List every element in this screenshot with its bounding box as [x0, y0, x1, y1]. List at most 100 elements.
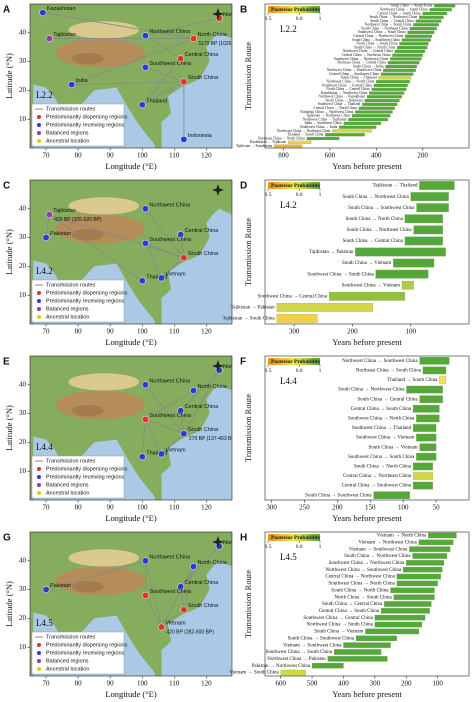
x-tick-label: 50 — [433, 504, 441, 512]
region-label: South China — [188, 603, 219, 609]
x-tick-label: 200 — [417, 152, 428, 160]
route-label: South China → Central China — [343, 239, 404, 244]
mountain — [71, 52, 104, 65]
route-label: Tajikistan → Pakistan — [231, 306, 276, 311]
x-tick-label: 110 — [169, 328, 180, 336]
legend-dot — [37, 123, 41, 127]
route-bar — [355, 635, 397, 641]
route-bar — [407, 30, 435, 34]
plot-frame — [29, 531, 233, 677]
legend-label: Predominantly dispersing regions — [46, 466, 128, 472]
y-axis-label: Latitude (°N) — [4, 581, 14, 627]
route-bar — [374, 621, 423, 628]
x-tick-label: 300 — [289, 328, 300, 336]
legend-label: Predominantly receiving regions — [46, 122, 125, 128]
route-label: Southwest China → Central China — [258, 294, 328, 299]
region-label: Tajikistan — [53, 208, 76, 214]
route-label: South China → Northwest China — [338, 388, 405, 393]
region-label: Northeast China — [223, 540, 264, 546]
y-tick-label: 30 — [19, 409, 27, 417]
route-bar — [374, 615, 426, 621]
route-label: Northwest China → Southwest China — [327, 68, 382, 72]
route-bar — [422, 366, 447, 375]
region-label: South China — [188, 75, 219, 81]
route-label: South China → Central China — [322, 602, 383, 607]
region-point — [141, 557, 149, 565]
x-tick-label: 100 — [137, 504, 148, 512]
legend-box — [31, 455, 125, 499]
sea — [161, 208, 232, 324]
lineage-label: L4.5 — [36, 618, 53, 628]
route-bar — [410, 192, 449, 201]
route-bar — [396, 573, 441, 580]
region-point — [42, 586, 50, 594]
x-tick-label: 120 — [201, 504, 212, 512]
transmission-route — [145, 390, 194, 420]
route-bar — [412, 405, 440, 413]
region-point — [141, 205, 149, 213]
route-bar — [419, 357, 450, 365]
x-tick-label: 80 — [75, 328, 83, 336]
route-bar — [376, 80, 410, 84]
route-label: South China → Northwest China — [344, 554, 411, 559]
colorbar-title: Posterior Probability — [271, 7, 321, 13]
sea — [161, 560, 232, 676]
route-bar — [416, 414, 440, 423]
legend-dot — [37, 667, 41, 671]
legend-dot — [37, 315, 41, 319]
region-point — [138, 101, 146, 109]
route-bar — [332, 129, 372, 133]
route-bar — [378, 76, 412, 80]
region-label: Vietnam — [165, 447, 185, 453]
route-label: Northeast China → South China — [365, 23, 412, 27]
route-label: Southwest China → Thailand — [352, 426, 412, 431]
transmission-route — [180, 586, 185, 610]
route-label: Central China → Northeast China — [342, 53, 391, 57]
x-tick-label: 110 — [169, 152, 180, 160]
lineage-label: L4.2 — [36, 266, 53, 276]
transmission-route — [141, 419, 146, 457]
legend-box — [31, 279, 125, 323]
route-bar — [419, 15, 444, 19]
lineage-label: L4.4 — [36, 442, 53, 452]
compass — [212, 360, 224, 372]
x-tick-label: 200 — [347, 328, 358, 336]
region-point — [45, 211, 53, 219]
route-bar — [419, 395, 443, 403]
route-label: Northwest China → Southwest China — [326, 568, 402, 573]
x-tick-label: 400 — [371, 152, 382, 160]
route-label: Southwest China → South China — [266, 650, 333, 655]
route-bar — [415, 19, 442, 23]
route-label: Northwest China → Central China — [343, 49, 393, 53]
legend-label: Predominantly dispersing regions — [46, 642, 128, 648]
plot-frame — [29, 3, 233, 149]
legend-label: Predominantly receiving regions — [46, 650, 125, 656]
plateau — [55, 38, 146, 68]
transmission-route — [45, 214, 50, 238]
route-bar — [419, 443, 437, 451]
route-label: Northwest China → North China — [327, 80, 375, 84]
route-label: Northwest China → Tajikistan — [303, 117, 347, 121]
x-tick-label: 80 — [75, 680, 83, 688]
legend-label: Transmission routes — [46, 458, 96, 464]
legend-box — [31, 103, 125, 147]
route-label: South China → Southwest China — [352, 38, 400, 42]
x-axis-label: Years before present — [332, 337, 402, 347]
route-label: Northwest China → Pakistan — [267, 657, 326, 662]
region-label: Northwest China — [149, 29, 191, 35]
route-label: South China → North China — [346, 217, 404, 222]
route-label: Tajikistan → Northwest China — [306, 114, 350, 118]
route-bar — [383, 68, 416, 72]
route-bar — [394, 49, 426, 53]
route-bar — [387, 61, 420, 65]
route-bar — [396, 580, 438, 587]
region-point — [177, 583, 185, 591]
legend-label: Predominantly dispersing regions — [46, 290, 128, 296]
region-point — [190, 387, 197, 395]
x-tick-label: 80 — [75, 152, 83, 160]
map-area: Tajikistan Pakistan Northwest China Southwe… — [30, 180, 232, 324]
route-bar — [276, 314, 318, 323]
route-label: Southwest China → South China — [358, 30, 406, 34]
x-tick-label: 90 — [107, 328, 115, 336]
colorbar-tick-label: 1 — [319, 368, 322, 374]
